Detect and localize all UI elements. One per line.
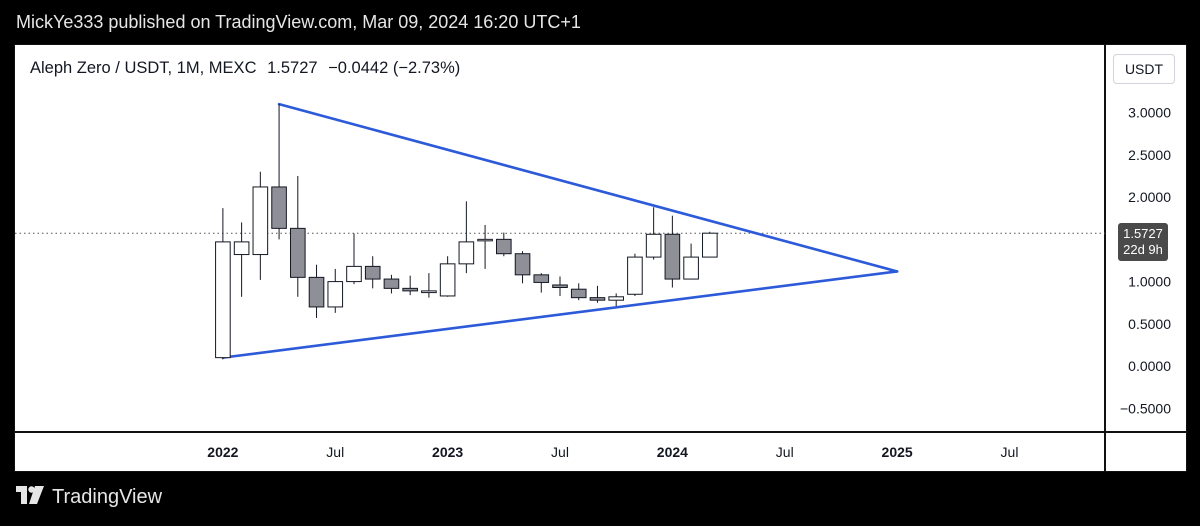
candle-1 [233, 222, 250, 297]
candle-15 [496, 232, 512, 257]
candle-18 [552, 276, 568, 296]
candle-20 [589, 285, 606, 303]
x-tick-label: 2025 [882, 444, 913, 460]
candle-body [402, 287, 418, 292]
candle-body [608, 296, 624, 301]
price-chart[interactable]: 3.0000 2.5000 2.0000 1.0000 0.5000 0.0000 −0.5… [15, 45, 1188, 473]
candle-body [664, 233, 681, 280]
candle-body [702, 232, 718, 258]
candle-body [308, 276, 325, 308]
candle-body [215, 241, 231, 359]
candle-6 [327, 268, 344, 313]
last-price-value: 1.5727 [1123, 226, 1163, 241]
bar-countdown: 22d 9h [1123, 242, 1163, 257]
symbol-price: 1.5727 [267, 59, 318, 77]
candle-8 [364, 256, 381, 289]
y-tick-label: −0.5000 [1120, 400, 1171, 416]
candle-body [327, 281, 344, 308]
x-tick-label: Jul [776, 444, 794, 460]
candle-body [271, 186, 287, 229]
candle-body [496, 238, 512, 255]
candle-12 [439, 256, 456, 297]
candle-body [364, 265, 381, 280]
candle-26 [702, 231, 718, 258]
triangle-lower-trendline [221, 270, 899, 359]
candle-23 [645, 207, 662, 260]
y-tick-label: 2.0000 [1128, 189, 1171, 205]
x-tick-label: Jul [326, 444, 344, 460]
x-tick-label: 2023 [432, 444, 463, 460]
x-tick-label: Jul [551, 444, 569, 460]
candle-body [570, 288, 587, 299]
symbol-title: Aleph Zero / USDT, 1M, MEXC 1.5727 −0.04… [30, 59, 466, 78]
candle-9 [383, 274, 400, 294]
x-tick-label: 2024 [657, 444, 688, 460]
footer-bar: TradingView [0, 472, 1200, 526]
candle-2 [252, 171, 269, 280]
y-tick-label: 3.0000 [1128, 105, 1171, 121]
candle-body [252, 186, 269, 256]
y-tick-label: 1.0000 [1128, 274, 1171, 290]
candle-0 [215, 208, 231, 360]
x-tick-label: 2022 [207, 444, 238, 460]
tradingview-brand: TradingView [52, 486, 163, 508]
header-bar: MickYe333 published on TradingView.com, … [0, 0, 1200, 44]
candle-10 [402, 275, 418, 296]
candle-body [289, 227, 306, 278]
candle-body [514, 253, 531, 276]
published-text: MickYe333 published on TradingView.com, … [16, 12, 581, 32]
candle-body [533, 274, 550, 283]
candle-21 [608, 293, 624, 307]
candle-25 [683, 243, 699, 280]
candle-24 [664, 215, 681, 288]
candle-body [346, 265, 362, 283]
y-tick-label: 2.5000 [1128, 147, 1171, 163]
candle-5 [308, 264, 325, 318]
candle-16 [514, 251, 531, 284]
candle-body [627, 256, 643, 295]
currency-unit-button[interactable]: USDT [1113, 54, 1175, 84]
candle-3 [271, 104, 287, 240]
candle-body [552, 284, 568, 289]
symbol-change: −0.0442 (−2.73%) [328, 59, 461, 77]
candle-13 [458, 201, 475, 274]
triangle-upper-trendline [277, 102, 899, 273]
candle-14 [477, 224, 493, 269]
last-price-tag: 1.5727 22d 9h [1118, 223, 1168, 261]
candle-body [589, 297, 606, 301]
candle-body [439, 263, 456, 297]
candle-7 [346, 233, 362, 285]
candle-body [645, 233, 662, 258]
candle-body [683, 256, 699, 280]
candle-11 [421, 273, 437, 298]
y-tick-label: 0.5000 [1128, 316, 1171, 332]
candle-body [233, 241, 250, 256]
candle-body [421, 290, 437, 294]
chart-panel[interactable]: 3.0000 2.5000 2.0000 1.0000 0.5000 0.0000 −0.5… [14, 44, 1188, 473]
candle-19 [570, 283, 587, 301]
x-tick-label: Jul [1001, 444, 1019, 460]
candle-body [383, 278, 400, 289]
tradingview-logo-icon [16, 486, 44, 504]
y-tick-label: 0.0000 [1128, 358, 1171, 374]
symbol-pair: Aleph Zero / USDT, 1M, MEXC [30, 59, 257, 77]
candle-body [477, 238, 493, 242]
candle-22 [627, 253, 643, 296]
candle-body [458, 241, 475, 265]
candle-17 [533, 273, 550, 293]
candle-4 [289, 175, 306, 297]
